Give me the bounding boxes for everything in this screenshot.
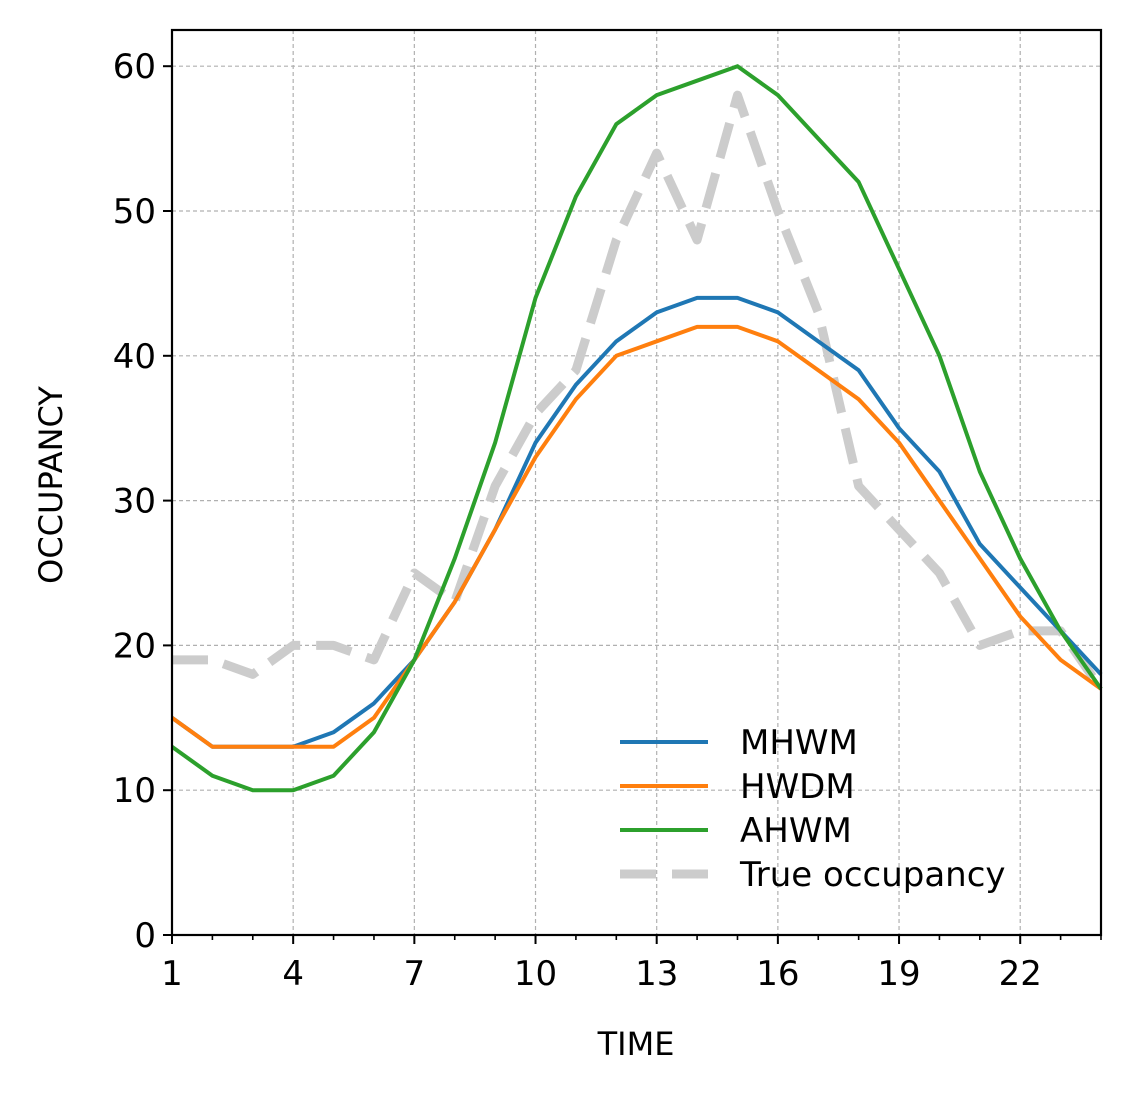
y-axis: 0 10 20 30 40 50 60 [113,47,172,956]
x-axis: 1 4 7 10 13 16 19 22 [161,935,1102,994]
y-tick-label: 50 [113,192,156,232]
x-tick-label: 13 [635,954,678,994]
x-tick-label: 10 [514,954,557,994]
series-line-hwdm [170,324,1103,749]
plot-frame [170,28,1103,937]
legend-label: AHWM [740,811,852,851]
series-line-mhwm [170,295,1103,749]
x-tick-label: 19 [877,954,920,994]
x-axis-label: TIME [597,1025,675,1063]
x-tick-label: 7 [404,954,426,994]
series-line-ahwm [170,64,1103,793]
series-line-true-occupancy [172,90,1105,692]
x-tick-label: 1 [161,954,183,994]
y-tick-label: 10 [113,771,156,811]
y-tick-label: 0 [134,916,156,956]
legend-label: True occupancy [739,855,1006,895]
legend-label: HWDM [740,767,855,807]
y-tick-label: 30 [113,482,156,522]
y-axis-label: OCCUPANCY [32,386,70,584]
y-tick-label: 60 [113,47,156,87]
x-tick-label: 4 [282,954,304,994]
y-tick-label: 20 [113,626,156,666]
x-tick-label: 22 [999,954,1042,994]
y-tick-label: 40 [113,337,156,377]
plot-lines [170,64,1105,793]
legend-label: MHWM [740,723,858,763]
grid [171,30,1101,936]
x-tick-label: 16 [756,954,799,994]
